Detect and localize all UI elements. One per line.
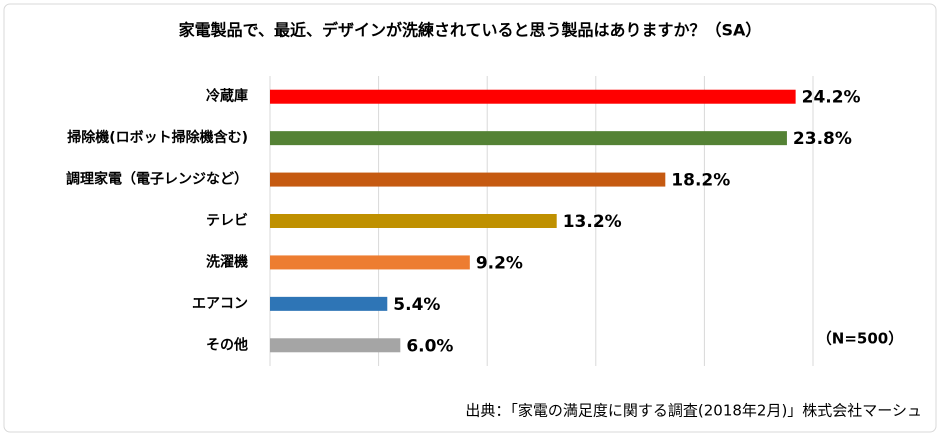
value-label: 23.8% (793, 129, 852, 149)
bar (270, 131, 787, 146)
bar (270, 172, 666, 187)
y-tick-label: その他 (206, 336, 248, 353)
bar (270, 296, 388, 311)
y-tick-label: 掃除機(ロボット掃除機含む) (67, 129, 248, 146)
y-tick-label: テレビ (206, 213, 248, 229)
bar (270, 338, 401, 353)
value-label: 24.2% (802, 88, 861, 108)
bar (270, 255, 470, 270)
bar (270, 89, 796, 104)
y-tick-label: エアコン (192, 296, 248, 312)
source: 出典：「家電の満足度に関する調査(2018年2月)」株式会社マーシュ (465, 402, 922, 420)
value-label: 6.0% (406, 336, 453, 356)
value-label: 13.2% (563, 212, 622, 232)
chart-title: 家電製品で、最近、デザインが洗練されていると思う製品はありますか？（SA） (179, 21, 762, 40)
bar (270, 214, 557, 228)
y-tick-label: 調理家電（電子レンジなど） (66, 171, 248, 188)
value-label: 5.4% (393, 295, 440, 315)
annotation: （N=500） (817, 330, 903, 348)
value-label: 18.2% (671, 171, 730, 191)
y-tick-label: 洗濯機 (206, 253, 248, 270)
y-tick-label: 冷蔵庫 (206, 88, 248, 105)
value-label: 9.2% (476, 253, 523, 273)
